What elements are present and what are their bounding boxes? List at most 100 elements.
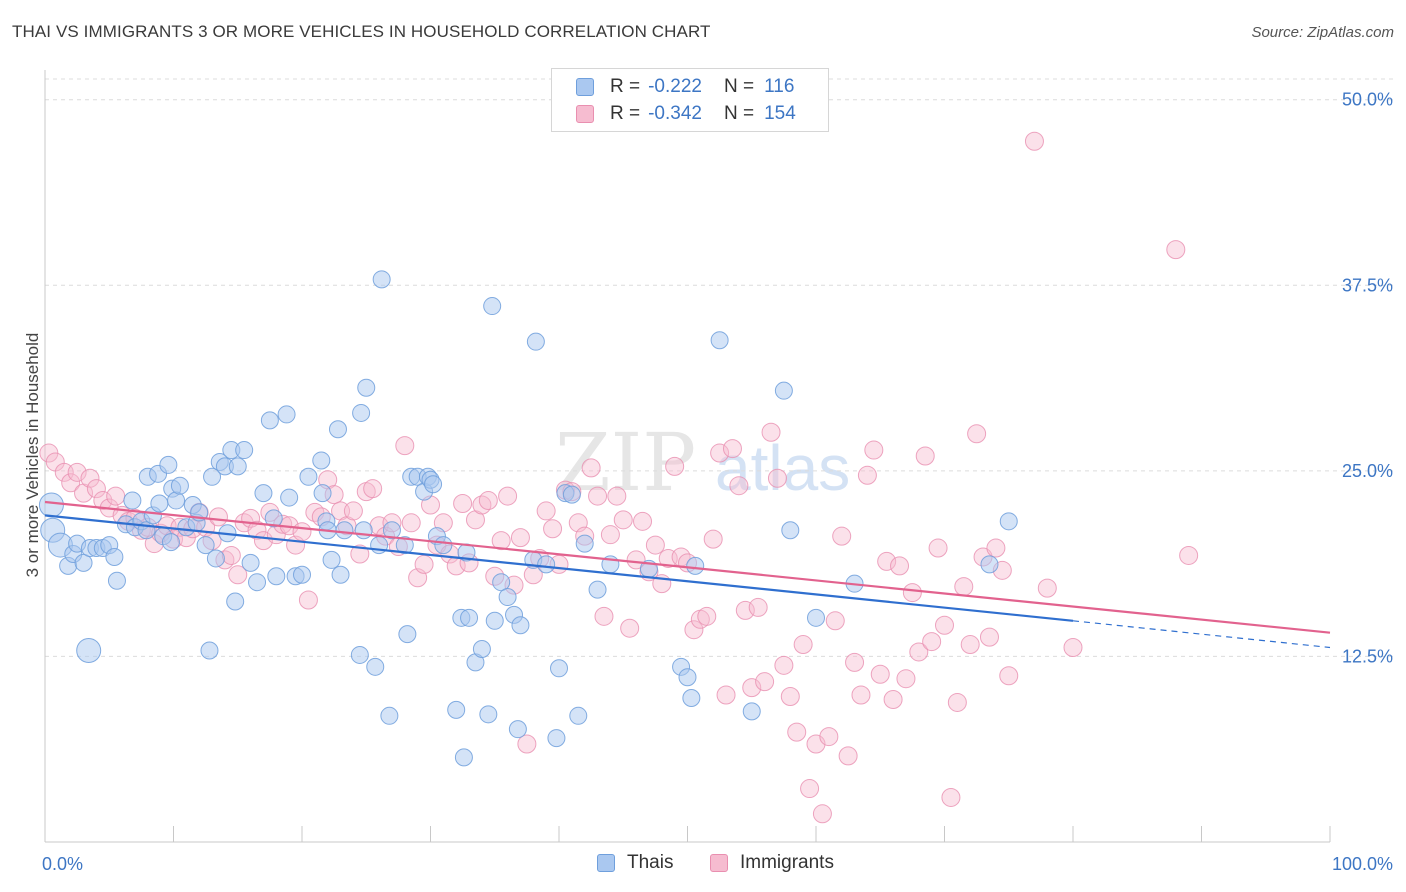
immigrants-point <box>947 692 967 712</box>
thais-point <box>248 573 267 592</box>
thais-point <box>781 521 800 540</box>
thais-point <box>537 555 556 574</box>
immigrants-point <box>890 556 910 576</box>
thais-point <box>550 659 568 678</box>
immigrants-point <box>915 446 935 466</box>
x-tick-label: 0.0% <box>42 854 83 874</box>
immigrants-point <box>825 611 845 631</box>
thais-legend-swatch <box>597 854 615 872</box>
thais-point <box>331 565 350 584</box>
legend-item-thais[interactable]: Thais <box>597 852 673 874</box>
thais-point <box>511 616 530 635</box>
immigrants-point <box>343 501 363 521</box>
immigrants-point <box>414 554 434 574</box>
thais-point <box>280 488 299 507</box>
thais-point <box>38 492 64 518</box>
thais-point <box>398 625 417 644</box>
thais-point <box>76 637 102 663</box>
immigrants-point <box>665 456 685 476</box>
immigrants-point <box>613 510 633 530</box>
thais-point <box>293 565 311 584</box>
immigrants-point <box>292 522 312 542</box>
y-tick-label: 37.5% <box>1342 275 1393 295</box>
trend-lines <box>44 500 1331 649</box>
y-tick-label: 25.0% <box>1342 461 1393 481</box>
thais-point <box>350 645 369 664</box>
r-value: -0.342 <box>648 103 702 124</box>
thais-point <box>562 485 581 504</box>
thais-point <box>226 592 245 611</box>
thais-point <box>107 571 126 590</box>
thais-point <box>508 720 527 739</box>
immigrants-point <box>870 664 890 684</box>
immigrants-point <box>607 486 627 506</box>
immigrants-legend-swatch <box>710 854 728 872</box>
immigrants-point <box>697 606 717 626</box>
thais-point <box>447 700 466 719</box>
thais-point <box>335 521 354 540</box>
y-axis-label: 3 or more Vehicles in Household <box>23 333 42 578</box>
immigrants-point <box>498 486 518 506</box>
x-tick-label: 100.0% <box>1332 854 1393 874</box>
immigrants-point <box>729 476 749 496</box>
immigrants-point <box>832 526 852 546</box>
immigrants-point <box>851 685 871 705</box>
immigrants-point <box>543 519 563 539</box>
immigrants-point <box>478 491 498 511</box>
legend-label-thais: Thais <box>627 852 674 873</box>
immigrants-point <box>748 597 768 617</box>
legend-item-immigrants[interactable]: Immigrants <box>710 852 834 874</box>
thais-point <box>260 411 279 430</box>
immigrants-point <box>600 525 620 545</box>
thais-point <box>569 706 588 725</box>
thais-point <box>382 521 401 540</box>
thais-point <box>322 550 341 569</box>
thais-point <box>328 420 347 439</box>
thais-points <box>38 270 1018 767</box>
immigrants-point <box>633 511 653 531</box>
immigrants-point <box>935 615 954 635</box>
tick-labels: 12.5% 25.0% 37.5% 50.0% 0.0% 100.0% <box>42 90 1393 874</box>
immigrants-point <box>395 436 415 456</box>
thais-point <box>678 668 697 687</box>
immigrants-point <box>350 544 370 564</box>
immigrants-point <box>581 458 601 478</box>
immigrants-point <box>710 443 730 463</box>
thais-point <box>357 378 376 397</box>
n-value: 154 <box>764 103 796 124</box>
immigrants-point <box>967 424 987 444</box>
stats-row-thais: R = -0.222 N = 116 <box>576 75 794 99</box>
n-label: N = <box>723 76 755 97</box>
immigrants-point <box>761 422 781 442</box>
immigrants-point <box>620 618 640 638</box>
r-label: R = <box>610 76 641 97</box>
thais-point <box>807 608 825 627</box>
immigrants-point <box>703 529 723 549</box>
thais-point <box>980 555 999 574</box>
immigrants-point <box>645 535 665 555</box>
thais-point <box>492 573 511 592</box>
immigrants-point <box>208 507 228 527</box>
immigrants-point <box>510 528 530 548</box>
immigrants-point <box>1037 578 1057 598</box>
thais-point <box>313 484 332 503</box>
immigrants-point <box>93 491 113 511</box>
thais-point <box>588 580 607 599</box>
thais-point <box>200 641 219 660</box>
thais-trend-extension <box>1072 620 1331 649</box>
chart-source: Source: ZipAtlas.com <box>1251 24 1394 41</box>
immigrants-point <box>1179 545 1199 565</box>
thais-point <box>352 403 371 422</box>
immigrants-trend-line <box>44 500 1331 634</box>
r-value: -0.222 <box>648 76 702 97</box>
thais-point <box>161 533 180 552</box>
immigrants-swatch <box>576 105 594 123</box>
immigrants-point <box>61 473 81 493</box>
thais-point <box>424 475 443 494</box>
watermark-atlas: atlas <box>715 432 850 504</box>
immigrants-point <box>755 672 775 692</box>
thais-point <box>710 331 729 350</box>
thais-point <box>472 640 491 658</box>
immigrants-point <box>536 501 556 521</box>
